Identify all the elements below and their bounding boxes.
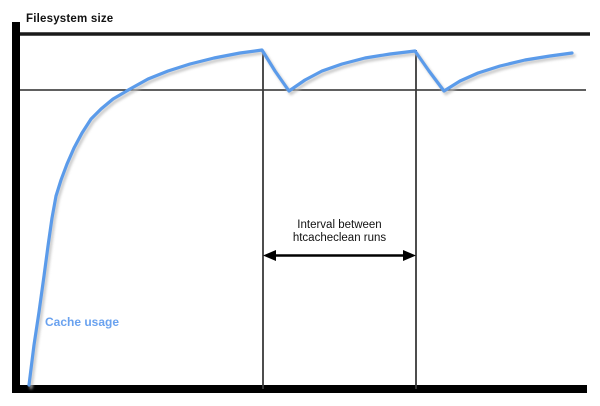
filesystem-size-label: Filesystem size — [26, 13, 114, 25]
interval-arrow — [263, 250, 416, 261]
interval-annotation: Interval between htcacheclean runs — [263, 219, 416, 245]
interval-arrow-right-head — [403, 250, 416, 261]
interval-annotation-line2: htcacheclean runs — [292, 232, 387, 244]
interval-annotation-line1: Interval between — [297, 219, 382, 231]
interval-arrow-left-head — [263, 250, 276, 261]
cache-usage-curve-shadow — [29, 50, 576, 390]
cache-usage-curve — [27, 48, 574, 387]
cache-usage-label: Cache usage — [45, 315, 120, 329]
